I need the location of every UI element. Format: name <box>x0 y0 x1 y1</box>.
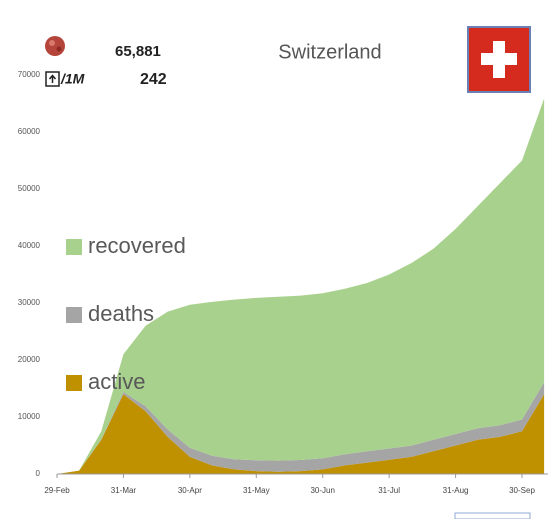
x-tick-label: 31-May <box>243 486 270 495</box>
area-recovered <box>57 98 545 474</box>
scroll-widget <box>454 512 531 519</box>
x-tick-label: 29-Feb <box>44 486 70 495</box>
area-active <box>57 394 545 474</box>
y-tick-label: 10000 <box>18 412 41 421</box>
trend-icon <box>45 71 60 87</box>
legend-swatch <box>66 239 82 255</box>
x-tick-label: 30-Jun <box>310 486 334 495</box>
chart-title: Switzerland <box>278 41 381 63</box>
y-tick-label: 20000 <box>18 355 41 364</box>
legend-swatch <box>66 307 82 323</box>
y-tick-label: 50000 <box>18 184 41 193</box>
area-deaths <box>57 382 545 474</box>
legend-label: active <box>88 369 145 394</box>
legend-swatch <box>66 375 82 391</box>
y-tick-label: 40000 <box>18 241 41 250</box>
legend-label: deaths <box>88 301 154 326</box>
y-tick-label: 30000 <box>18 298 41 307</box>
x-tick-label: 30-Apr <box>178 486 202 495</box>
total-cases: 65,881 <box>115 43 161 60</box>
x-tick-label: 31-Jul <box>378 486 400 495</box>
y-tick-label: 0 <box>36 469 41 478</box>
per-million-value: 242 <box>140 71 167 88</box>
x-tick-label: 30-Sep <box>509 486 535 495</box>
flag <box>467 26 531 93</box>
per-million-label: /1M <box>60 71 85 87</box>
virus-icon <box>45 36 65 56</box>
x-tick-label: 31-Aug <box>443 486 469 495</box>
x-tick-label: 31-Mar <box>111 486 137 495</box>
y-tick-label: 70000 <box>18 70 41 79</box>
y-tick-label: 60000 <box>18 127 41 136</box>
legend-label: recovered <box>88 233 186 258</box>
